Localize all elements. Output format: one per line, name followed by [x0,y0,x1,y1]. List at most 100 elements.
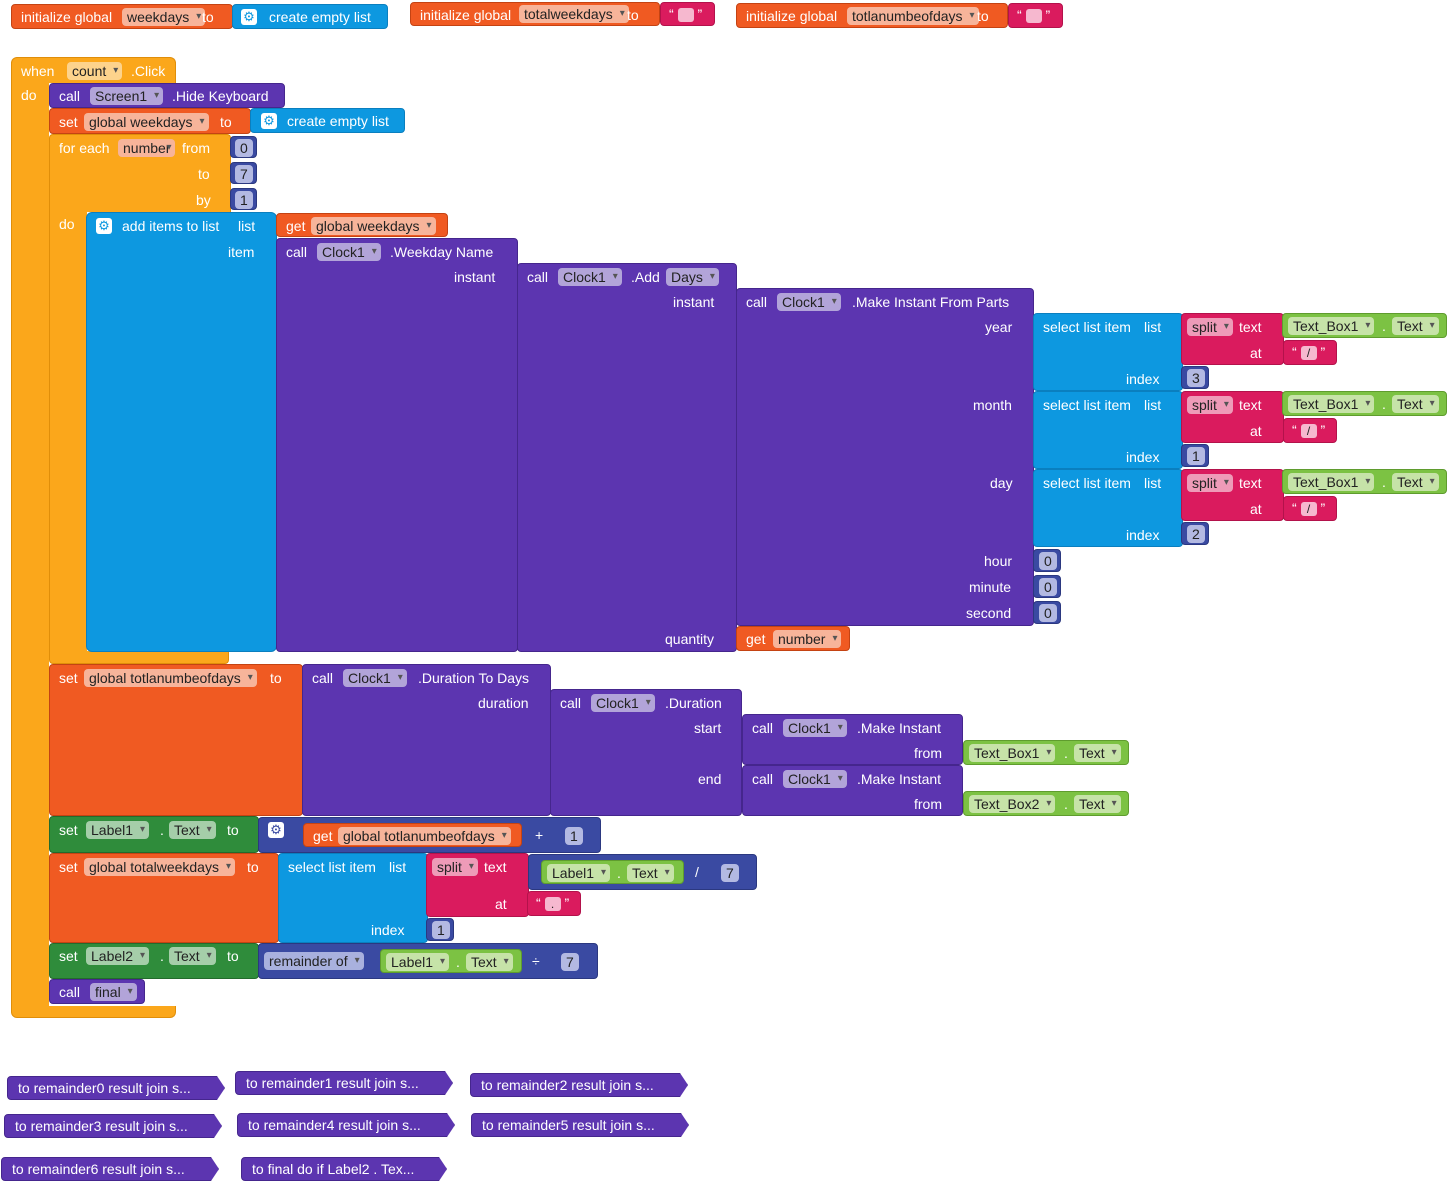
unit-dropdown[interactable]: Days [666,268,719,286]
gear-icon[interactable]: ⚙ [241,9,257,25]
separator-string-month-block[interactable]: “ / ” [1283,418,1337,443]
set-global-totalweekdays-block[interactable]: set global totalweekdays to [49,853,279,943]
select-list-item-month-block[interactable]: select list item list index [1033,391,1183,469]
collapsed-remainder5-block[interactable]: to remainder5 result join s... [471,1113,689,1137]
split-month-block[interactable]: split text at [1181,391,1284,443]
set-global-totlanumbeofdays-block[interactable]: set global totlanumbeofdays to [49,664,303,816]
from-value[interactable]: 0 [235,139,253,157]
property-dropdown[interactable]: Text [1074,744,1121,762]
label1-text-block[interactable]: Label1 . Text [541,860,684,884]
property-dropdown[interactable]: Text [1392,473,1439,491]
select-list-item-day-block[interactable]: select list item list index [1033,469,1183,547]
index-number-year-block[interactable]: 3 [1181,366,1209,389]
split-dropdown[interactable]: split [1187,318,1233,336]
divisor-value[interactable]: 7 [721,864,739,882]
index-number-day-block[interactable]: 2 [1181,522,1209,545]
collapsed-remainder2-block[interactable]: to remainder2 result join s... [470,1073,688,1097]
make-instant-start-block[interactable]: call Clock1 .Make Instant from [742,714,963,765]
add-days-block[interactable]: call Clock1 .Add Days instant quantity [517,263,737,652]
component-dropdown[interactable]: Text_Box2 [969,795,1056,813]
var-dropdown[interactable]: global totalweekdays [84,858,235,876]
property-dropdown[interactable]: Text [169,947,216,965]
collapsed-remainder3-block[interactable]: to remainder3 result join s... [4,1114,222,1138]
get-global-totlanumbeofdays-block[interactable]: get global totlanumbeofdays [303,823,522,847]
var-dropdown[interactable]: number [773,630,842,648]
textbox1-text-from-block[interactable]: Text_Box1 . Text [963,740,1129,765]
make-instant-from-parts-block[interactable]: call Clock1 .Make Instant From Parts yea… [736,288,1034,626]
select-list-item-totalweekdays-block[interactable]: select list item list index [278,853,428,943]
string-value[interactable]: “ / ” [1292,344,1326,361]
component-dropdown[interactable]: count [67,62,123,80]
create-empty-list-block[interactable]: ⚙ create empty list [232,4,388,29]
hide-keyboard-block[interactable]: call Screen1 .Hide Keyboard [49,83,285,108]
collapsed-remainder4-block[interactable]: to remainder4 result join s... [237,1113,455,1137]
select-list-item-year-block[interactable]: select list item list index [1033,313,1183,391]
loop-var-field[interactable]: number [118,139,176,157]
index-value[interactable]: 3 [1187,369,1205,387]
string-value[interactable]: “ ” [669,6,703,23]
component-dropdown[interactable]: Text_Box1 [1288,395,1375,413]
split-day-block[interactable]: split text at [1181,469,1284,521]
hour-value[interactable]: 0 [1039,552,1057,570]
addend-value[interactable]: 1 [565,827,583,845]
component-dropdown[interactable]: Text_Box1 [1288,317,1375,335]
component-dropdown[interactable]: Clock1 [777,293,841,311]
to-number-block[interactable]: 7 [230,162,257,184]
string-value[interactable]: “ / ” [1292,500,1326,517]
separator-string-dot-block[interactable]: “ . ” [527,891,581,916]
minute-value[interactable]: 0 [1039,578,1057,596]
split-dropdown[interactable]: split [1187,474,1233,492]
gear-icon[interactable]: ⚙ [96,218,112,234]
component-dropdown[interactable]: Clock1 [783,719,847,737]
textbox1-text-year-block[interactable]: Text_Box1 . Text [1282,313,1447,338]
divisor-value[interactable]: 7 [561,953,579,971]
split-dropdown[interactable]: split [432,858,478,876]
empty-string-block[interactable]: “ ” [1008,3,1063,28]
split-dropdown[interactable]: split [1187,396,1233,414]
add-items-to-list-block[interactable]: ⚙ add items to list list item [86,212,277,652]
when-count-click-event[interactable]: when count .Click [11,57,176,83]
component-dropdown[interactable]: Label1 [86,821,150,839]
var-dropdown[interactable]: global totlanumbeofdays [84,669,257,687]
string-value[interactable]: “ ” [1017,7,1051,24]
hour-number-block[interactable]: 0 [1033,549,1061,572]
get-global-weekdays-block[interactable]: get global weekdays [276,213,448,237]
second-number-block[interactable]: 0 [1033,601,1061,624]
property-dropdown[interactable]: Text [1392,395,1439,413]
index-number-month-block[interactable]: 1 [1181,444,1209,467]
call-final-block[interactable]: call final [49,979,145,1004]
by-number-block[interactable]: 1 [230,188,257,210]
by-value[interactable]: 1 [235,191,253,209]
property-dropdown[interactable]: Text [169,821,216,839]
component-dropdown[interactable]: Clock1 [783,770,847,788]
make-instant-end-block[interactable]: call Clock1 .Make Instant from [742,765,963,816]
component-dropdown[interactable]: Text_Box1 [1288,473,1375,491]
component-dropdown[interactable]: Label2 [86,947,150,965]
gear-icon[interactable]: ⚙ [268,822,284,838]
var-dropdown[interactable]: global weekdays [311,217,436,235]
component-dropdown[interactable]: Label1 [386,953,450,971]
duration-to-days-block[interactable]: call Clock1 .Duration To Days duration [302,664,551,816]
component-dropdown[interactable]: Text_Box1 [969,744,1056,762]
remainder-dropdown[interactable]: remainder of [264,952,364,970]
collapsed-remainder0-block[interactable]: to remainder0 result join s... [7,1076,225,1100]
var-name-field[interactable]: totalweekdays [519,5,629,23]
property-dropdown[interactable]: Text [1074,795,1121,813]
init-global-weekdays-block[interactable]: initialize global weekdays to [11,4,233,29]
collapsed-remainder6-block[interactable]: to remainder6 result join s... [1,1157,219,1181]
gear-icon[interactable]: ⚙ [261,113,277,129]
set-global-weekdays-block[interactable]: set global weekdays to [49,108,251,134]
get-number-block[interactable]: get number [736,626,850,651]
property-dropdown[interactable]: Text [466,953,513,971]
index-value[interactable]: 1 [432,921,450,939]
index-value[interactable]: 1 [1187,447,1205,465]
set-label1-text-block[interactable]: set Label1 . Text to [49,816,259,853]
collapsed-final-block[interactable]: to final do if Label2 . Tex... [241,1157,447,1181]
component-dropdown[interactable]: Label1 [547,864,611,882]
var-name-field[interactable]: weekdays [122,8,206,26]
component-dropdown[interactable]: Clock1 [591,694,655,712]
property-dropdown[interactable]: Text [627,864,674,882]
component-dropdown[interactable]: Clock1 [343,669,407,687]
textbox2-text-from-block[interactable]: Text_Box2 . Text [963,791,1129,816]
from-number-block[interactable]: 0 [230,136,257,158]
